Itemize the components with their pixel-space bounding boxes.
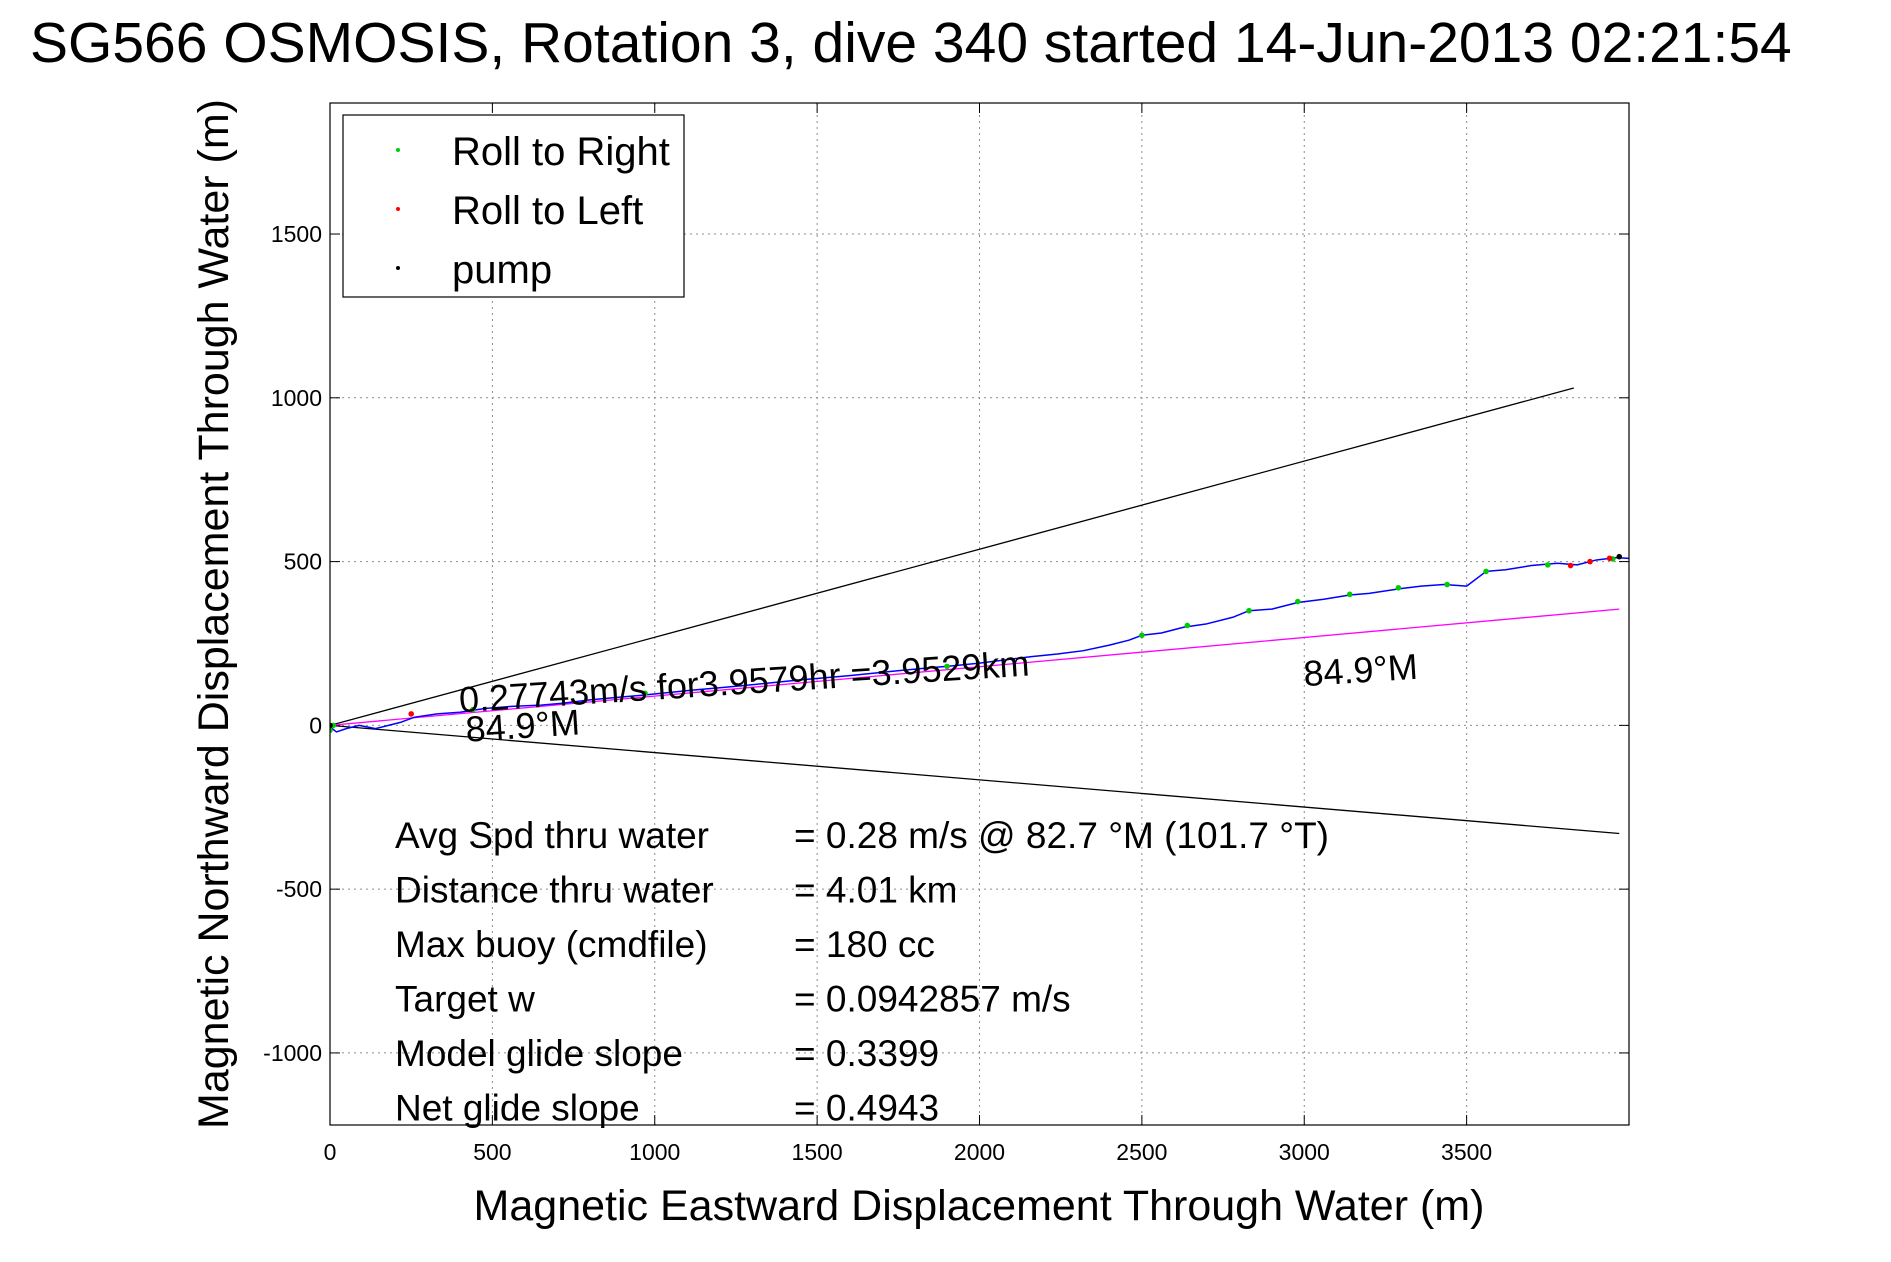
series-line	[330, 556, 1629, 733]
legend-marker	[396, 266, 400, 270]
stats-label: Model glide slope	[395, 1033, 683, 1074]
y-tick-label: 1000	[271, 385, 322, 411]
stats-label: Max buoy (cmdfile)	[395, 924, 708, 965]
stats-block: Avg Spd thru water = 0.28 m/s @ 82.7 °M (…	[395, 815, 1329, 1129]
legend-marker	[396, 148, 400, 152]
legend: Roll to Right Roll to Left pump	[342, 114, 685, 298]
chart-title: SG566 OSMOSIS, Rotation 3, dive 340 star…	[30, 11, 1792, 75]
x-tick-label: 3500	[1441, 1139, 1492, 1165]
stats-value: = 0.3399	[794, 1033, 939, 1074]
roll-left-marker	[408, 711, 414, 717]
roll-right-marker	[1246, 607, 1252, 614]
x-tick-label: 2500	[1116, 1139, 1167, 1165]
roll-right-marker	[1184, 622, 1191, 629]
markers	[330, 553, 1623, 734]
reference-lines	[330, 387, 1620, 835]
y-tick-label: 1500	[271, 221, 322, 247]
roll-right-marker	[1395, 584, 1402, 591]
roll-right-marker	[470, 706, 476, 713]
legend-box	[342, 114, 685, 298]
roll-right-marker	[330, 727, 333, 734]
tick-labels: 0 500 1000 1500 2000 2500 3000 3500 -1000 -500 0 50…	[263, 221, 1492, 1165]
x-tick-label: 0	[324, 1139, 337, 1165]
y-tick-label: 500	[284, 549, 322, 575]
stats-value: = 4.01 km	[794, 870, 958, 911]
x-axis-label: Magnetic Eastward Displacement Through W…	[474, 1182, 1485, 1230]
legend-label: pump	[452, 248, 552, 292]
stats-value: = 0.4943	[794, 1088, 939, 1129]
legend-label: Roll to Left	[452, 189, 643, 233]
legend-label: Roll to Right	[452, 130, 670, 174]
stats-value: = 0.0942857 m/s	[794, 979, 1071, 1020]
pump-marker	[1616, 553, 1623, 560]
grid	[329, 103, 1629, 1125]
y-tick-label: 0	[309, 712, 322, 738]
stats-label: Avg Spd thru water	[395, 815, 709, 856]
roll-right-marker	[1346, 591, 1353, 598]
reference-line	[330, 724, 1620, 835]
stats-value: = 0.28 m/s @ 82.7 °M (101.7 °T)	[794, 815, 1329, 856]
plot-frame	[329, 102, 1630, 1126]
pump-marker	[330, 722, 333, 729]
x-tick-label: 1000	[629, 1139, 680, 1165]
annotation-text: 84.9°M	[1302, 646, 1419, 694]
y-tick-label: -500	[276, 876, 322, 902]
series	[330, 556, 1629, 733]
roll-right-marker	[1483, 568, 1489, 575]
x-tick-label: 1500	[792, 1139, 843, 1165]
roll-right-marker	[1545, 562, 1551, 568]
roll-left-marker	[1587, 558, 1593, 565]
legend-marker	[396, 207, 400, 211]
annotations: 0.27743m/s for3.9579hr =3.9529km84.9°M84…	[458, 642, 1419, 749]
roll-right-marker	[642, 690, 648, 697]
roll-left-marker	[1606, 555, 1613, 562]
reference-line	[330, 387, 1574, 726]
roll-right-marker	[944, 663, 950, 670]
roll-left-marker	[1567, 562, 1574, 569]
roll-right-marker	[1139, 632, 1145, 639]
x-tick-label: 2000	[954, 1139, 1005, 1165]
stats-value: = 180 cc	[794, 924, 935, 965]
y-axis-label: Magnetic Northward Displacement Through …	[190, 99, 238, 1129]
roll-right-marker	[1294, 598, 1301, 605]
stats-label: Target w	[395, 979, 535, 1020]
annotation-text: 84.9°M	[464, 701, 581, 749]
stats-label: Distance thru water	[395, 870, 714, 911]
roll-right-marker	[1444, 581, 1450, 588]
stats-label: Net glide slope	[395, 1088, 640, 1129]
x-tick-label: 500	[473, 1139, 511, 1165]
reference-line	[330, 608, 1620, 727]
y-tick-label: -1000	[263, 1040, 322, 1066]
x-tick-label: 3000	[1279, 1139, 1330, 1165]
